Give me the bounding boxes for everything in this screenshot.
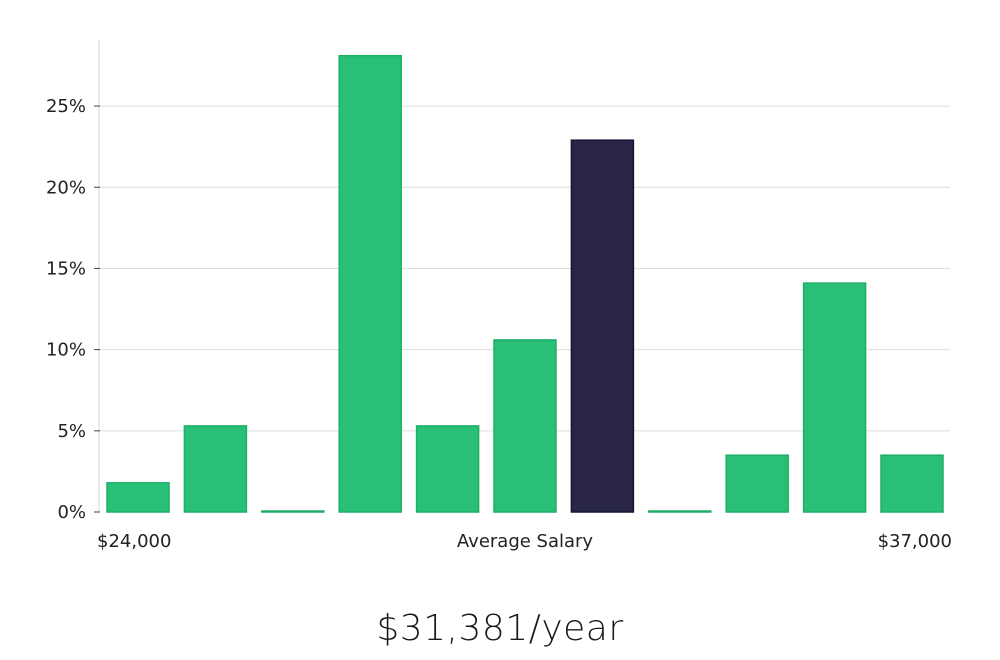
bar-highlighted — [570, 139, 635, 513]
y-ticks: 0% 5% 10% 15% 20% 25% — [46, 96, 100, 523]
y-tick-label: 0% — [57, 502, 86, 523]
y-tick-label: 10% — [46, 340, 86, 361]
average-salary-value: $31,381/year — [376, 608, 624, 649]
y-tick-label: 25% — [46, 96, 86, 117]
bar — [106, 482, 170, 513]
bar — [493, 339, 557, 513]
y-tick-label: 15% — [46, 258, 86, 279]
x-max-label: $37,000 — [878, 531, 952, 552]
bar — [261, 510, 325, 513]
bar — [802, 282, 867, 513]
bars — [106, 54, 944, 513]
x-min-label: $24,000 — [97, 531, 171, 552]
bar — [648, 510, 712, 513]
salary-histogram: 0%5%10%15%20%25% $24,000 Average Salary … — [46, 40, 952, 552]
bar — [183, 425, 248, 513]
y-tick-label: 5% — [57, 421, 86, 442]
x-axis-title: Average Salary — [457, 531, 594, 552]
bar — [880, 454, 944, 513]
bar — [725, 454, 789, 513]
bar — [338, 54, 402, 513]
y-tick-label: 20% — [46, 177, 86, 198]
bar — [415, 425, 480, 513]
